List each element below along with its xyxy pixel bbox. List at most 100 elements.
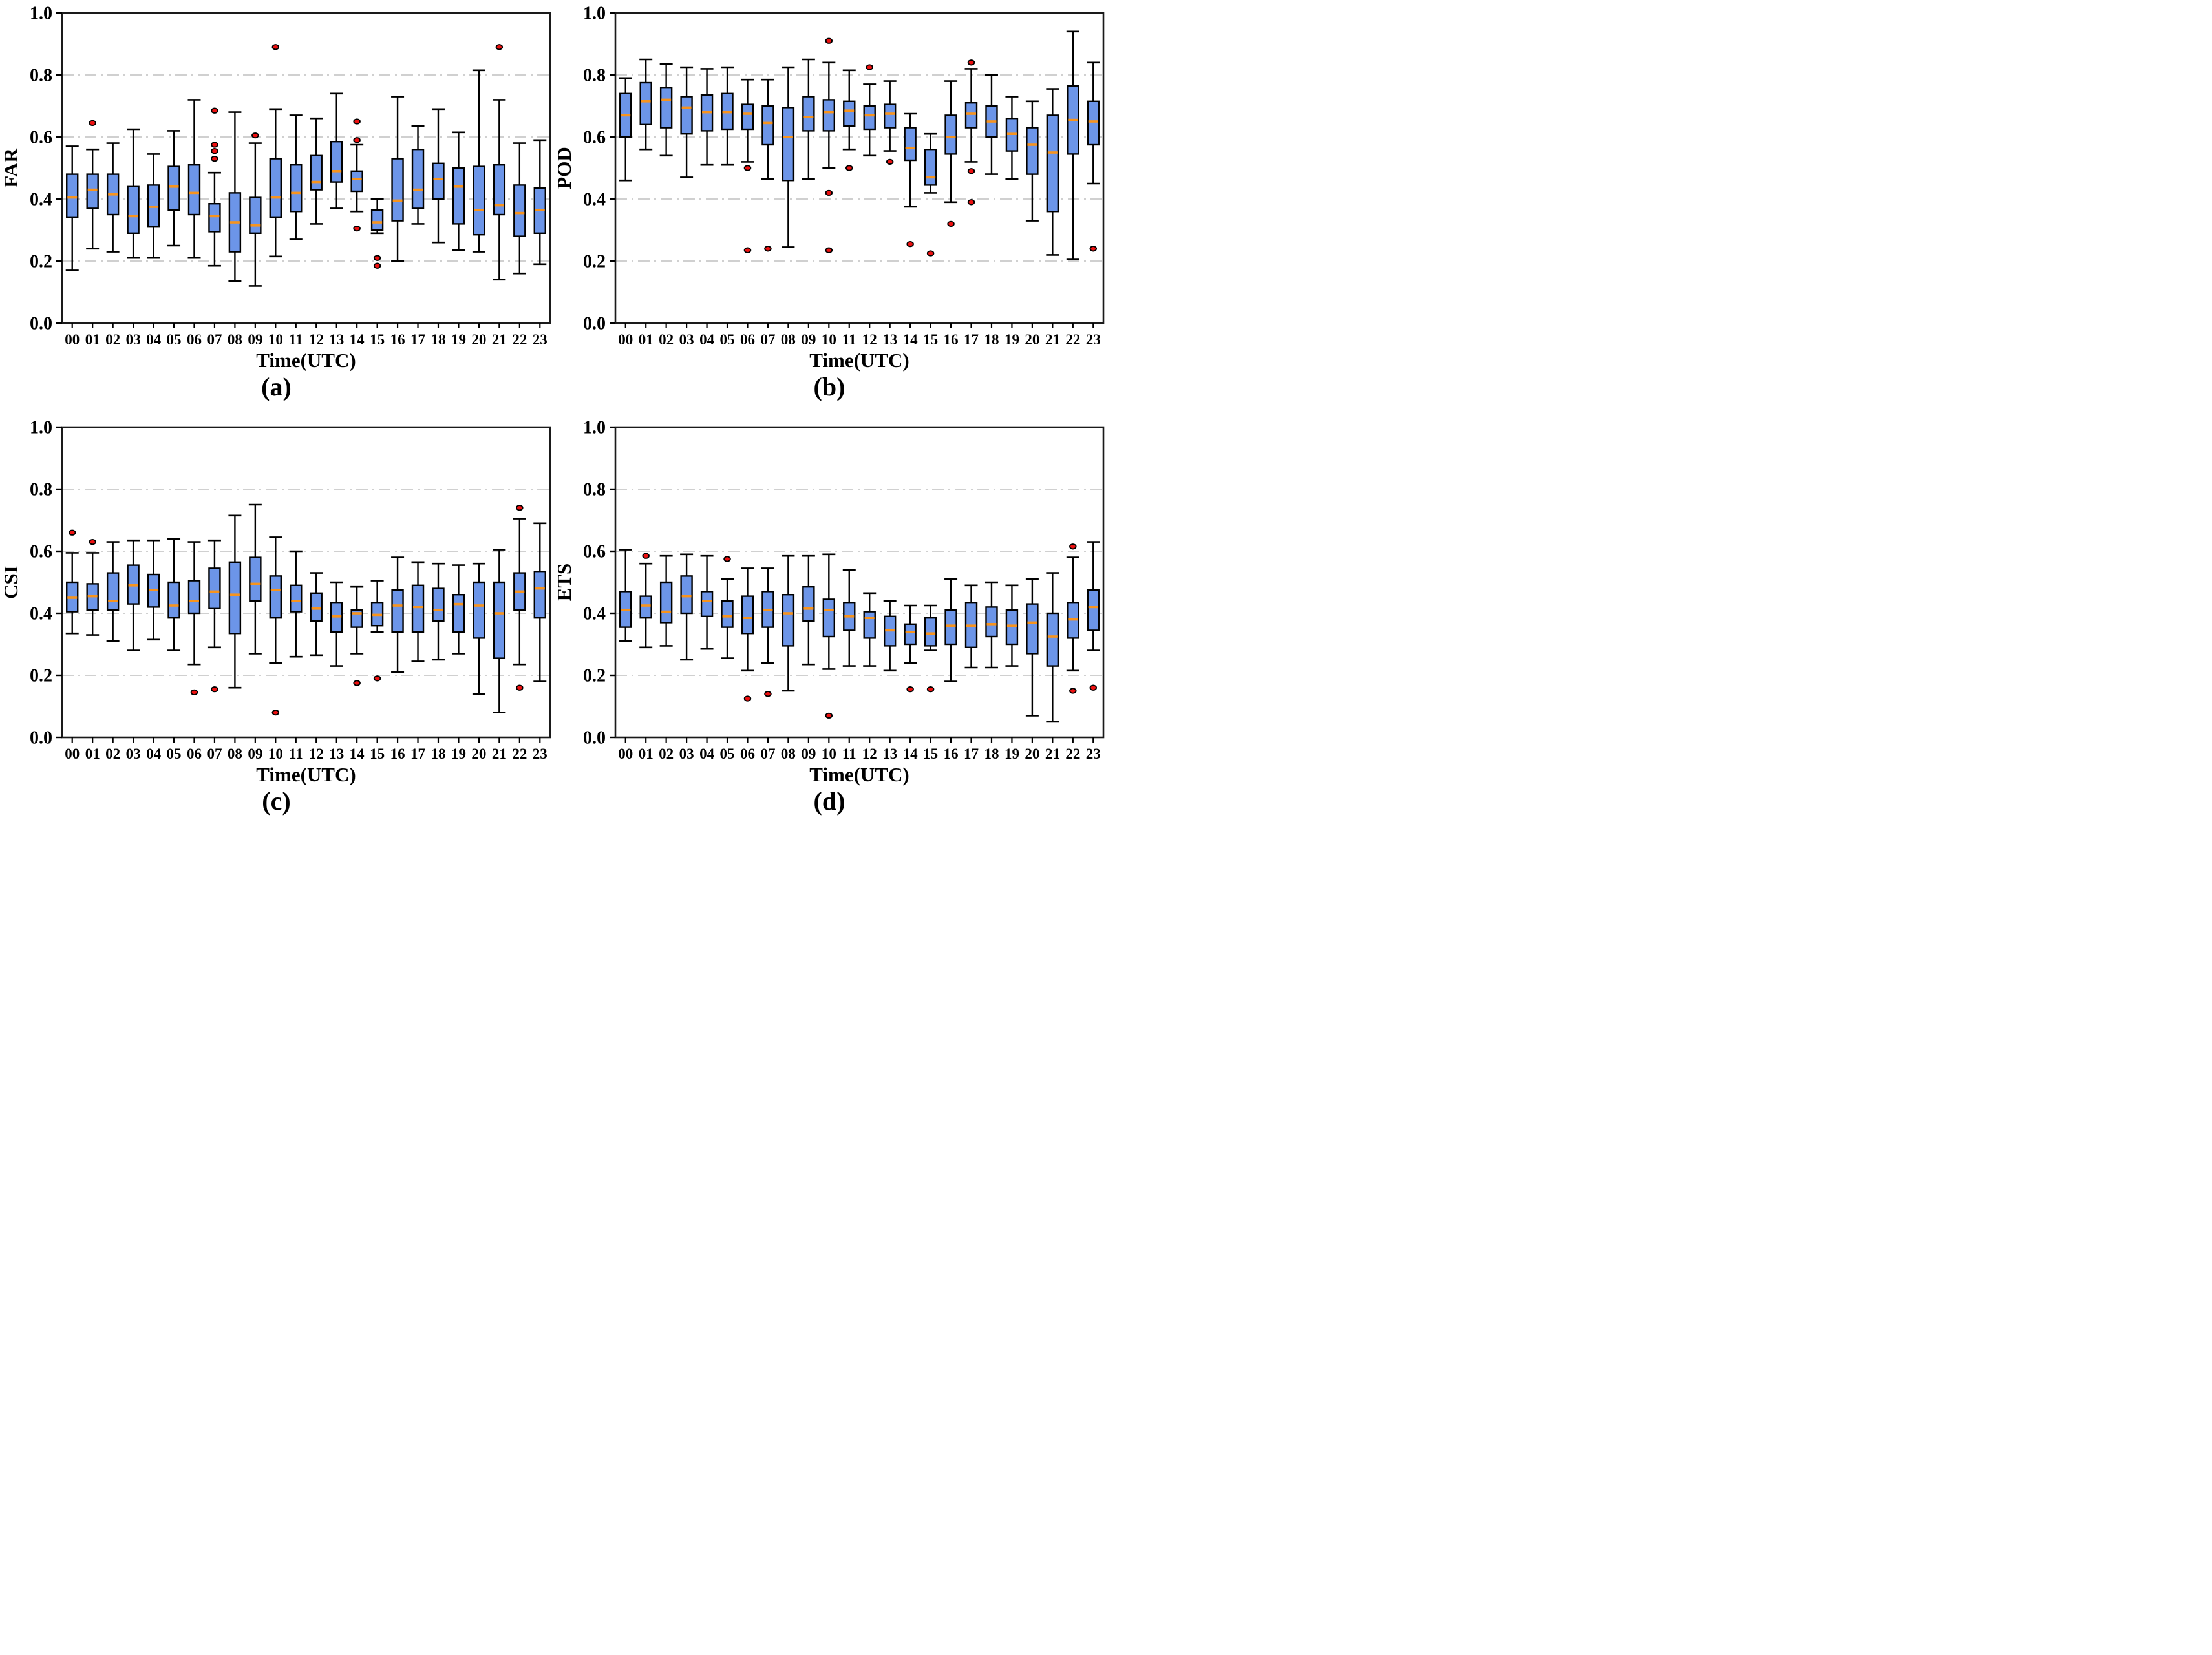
box-group-08 [781,554,794,691]
box-group-19 [1005,96,1018,180]
y-tick-label: 1.0 [30,417,52,437]
iqr-box [228,561,242,634]
box-group-11 [289,550,303,658]
x-tick-label: 15 [370,746,385,762]
box-group-02 [106,142,120,253]
x-tick-label: 15 [370,332,385,348]
iqr-box [1005,609,1018,645]
x-tick-label: 14 [350,332,365,348]
y-tick-label: 0.4 [30,604,52,624]
x-tick-label: 21 [492,332,507,348]
iqr-box [863,610,876,639]
box-group-20 [1025,578,1039,717]
iqr-box [269,575,282,618]
y-tick-label: 1.0 [583,4,606,24]
pod-plot-svg: 0.0 0.2 0.4 0.6 0.8 1.0 00 01 02 03 04 05 06 07 08 09 10… [553,4,1104,372]
x-tick-label: 12 [862,746,877,762]
x-tick-label: 14 [350,746,365,762]
x-tick-label: 02 [105,332,120,348]
outlier-point [906,686,914,692]
box-group-17 [411,561,425,662]
box-group-16 [944,80,957,227]
outlier-point [946,220,955,227]
box-group-04 [700,554,714,650]
iqr-box [1046,612,1059,667]
x-tick-label: 19 [451,746,466,762]
x-tick-label: 03 [679,746,694,762]
iqr-box [269,158,282,219]
x-tick-label: 09 [248,332,262,348]
box-group-05 [720,66,734,166]
box-group-23 [1086,61,1100,252]
outlier-point [373,262,381,269]
iqr-box [350,170,363,193]
outlier-point [211,686,218,692]
y-tick-label: 0.2 [583,252,606,272]
iqr-box [330,140,343,183]
x-tick-label: 07 [760,332,775,348]
x-tick-label: 17 [410,332,425,348]
x-tick-label: 01 [85,746,100,762]
box-group-17 [964,59,978,206]
box-group-20 [472,69,485,253]
iqr-box [782,107,794,182]
x-tick-label: 01 [85,332,100,348]
iqr-box [822,598,835,637]
iqr-box [944,114,957,155]
box-group-10 [269,44,282,258]
outlier-point [967,168,975,174]
y-axis-title: FAR [0,148,22,188]
x-tick-label: 04 [699,332,715,348]
iqr-box [493,581,506,659]
y-tick-label: 0.6 [583,542,606,562]
y-axis-title: POD [553,147,575,189]
y-tick-label: 0.2 [30,666,52,686]
box-group-05 [167,538,181,651]
x-tick-label: 20 [471,746,486,762]
y-tick-label: 0.6 [30,542,52,562]
box-group-18 [984,581,998,668]
x-tick-label: 09 [801,332,816,348]
box-group-14 [903,112,917,248]
y-tick-label: 0.0 [583,314,606,334]
outlier-point [926,686,934,692]
iqr-box [761,105,774,146]
box-group-15 [924,604,937,692]
box-group-14 [350,118,364,232]
x-tick-label: 03 [126,746,141,762]
x-tick-label: 11 [289,746,303,762]
x-tick-label: 15 [923,746,938,762]
panel-caption-b: (b) [813,372,845,401]
x-tick-label: 23 [1085,332,1100,348]
x-tick-label: 06 [187,746,202,762]
outlier-point [373,255,381,261]
box-group-16 [391,556,405,673]
box-group-22 [513,142,526,275]
box-group-08 [228,514,242,689]
box-group-23 [533,139,547,266]
iqr-box [411,148,425,209]
x-tick-label: 20 [471,332,486,348]
iqr-box [659,86,672,129]
box-group-06 [740,78,754,253]
x-tick-label: 06 [739,332,754,348]
x-tick-label: 07 [207,746,222,762]
iqr-box [1025,602,1039,655]
box-group-08 [228,111,242,282]
y-tick-label: 0.2 [30,252,52,272]
iqr-box [310,592,323,622]
x-tick-label: 16 [943,746,958,762]
outlier-point [825,712,833,719]
iqr-box [249,196,262,235]
box-group-01 [86,120,100,250]
iqr-box [86,173,99,209]
box-group-04 [147,539,160,640]
boxplot-far: 0.0 0.2 0.4 0.6 0.8 1.0 00 01 02 03 04 05 06 07 08 09 10… [0,0,553,372]
iqr-box [700,590,713,617]
box-group-13 [330,92,343,209]
box-group-02 [659,63,673,157]
iqr-box [679,96,693,135]
outlier-point [353,225,361,232]
iqr-box [782,593,794,647]
box-group-17 [964,584,978,668]
